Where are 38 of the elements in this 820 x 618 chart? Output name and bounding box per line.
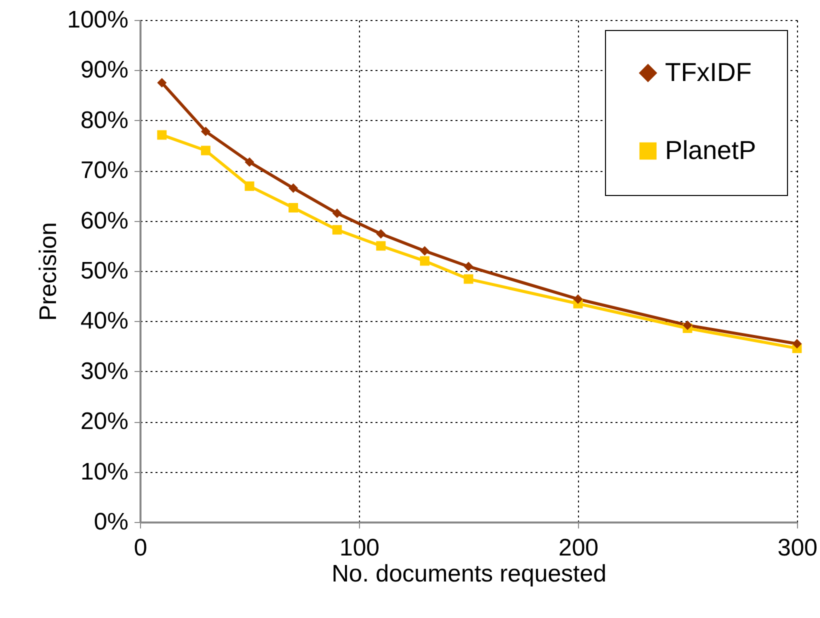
y-tick-label: 0%: [94, 508, 128, 536]
point: [792, 339, 802, 349]
x-axis-title: No. documents requested: [332, 560, 606, 588]
point: [682, 320, 692, 330]
point: [244, 181, 254, 191]
point: [332, 208, 342, 218]
point: [376, 241, 386, 251]
y-tick-label: 80%: [80, 106, 128, 134]
y-tick-label: 100%: [67, 6, 128, 34]
point: [420, 246, 430, 256]
legend-label: PlanetP: [665, 135, 756, 165]
point: [157, 78, 167, 88]
point: [464, 274, 474, 284]
y-tick-label: 90%: [80, 56, 128, 84]
y-axis-title: Precision: [35, 222, 62, 321]
point: [244, 157, 254, 167]
point: [464, 262, 474, 272]
x-tick-label: 300: [777, 534, 818, 562]
y-tick-label: 50%: [80, 258, 128, 284]
point: [376, 229, 386, 239]
y-tick-label: 60%: [80, 207, 128, 234]
y-tick-label: 10%: [80, 458, 128, 486]
y-tick-label: 20%: [80, 408, 128, 436]
point: [288, 203, 298, 212]
y-tick-label: 30%: [80, 358, 128, 385]
point: [288, 183, 298, 193]
point: [420, 256, 430, 266]
x-tick-label: 0: [134, 534, 148, 562]
x-tick-label: 100: [339, 534, 380, 562]
point: [200, 126, 210, 136]
y-tick-label: 70%: [80, 157, 128, 184]
point: [332, 225, 342, 235]
legend-label: TFxIDF: [665, 57, 752, 87]
x-tick-label: 200: [558, 534, 599, 562]
point: [157, 130, 167, 140]
y-tick-label: 40%: [80, 308, 128, 335]
point: [573, 294, 583, 304]
point: [200, 146, 210, 156]
